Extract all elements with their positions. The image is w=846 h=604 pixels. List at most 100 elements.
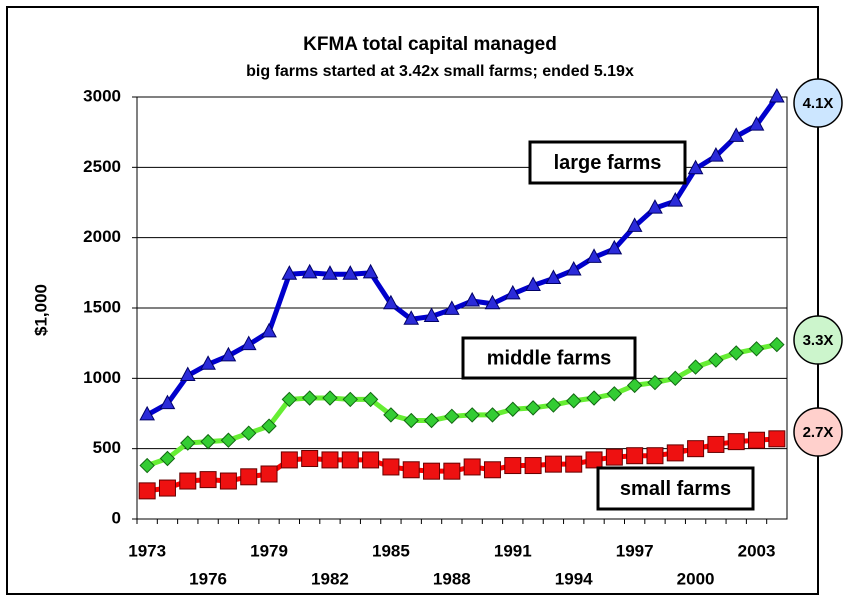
marker — [687, 440, 705, 458]
marker — [280, 451, 298, 469]
x-tick-label: 1979 — [250, 541, 288, 560]
marker — [667, 192, 684, 207]
marker — [362, 263, 379, 279]
marker — [626, 447, 644, 465]
marker — [505, 401, 521, 417]
y-tick-label: 1000 — [83, 368, 121, 387]
marker — [423, 307, 440, 322]
marker — [708, 352, 724, 368]
marker — [666, 444, 684, 462]
marker — [241, 425, 257, 441]
marker — [605, 448, 623, 466]
marker — [159, 394, 176, 410]
marker — [525, 276, 541, 291]
y-tick-label: 3000 — [83, 86, 121, 105]
marker — [200, 433, 216, 450]
marker — [626, 377, 643, 394]
x-tick-label: 1982 — [311, 569, 349, 588]
marker — [261, 322, 277, 338]
marker — [240, 335, 257, 351]
marker — [301, 390, 318, 406]
ratio-label: 3.3X — [803, 332, 834, 349]
ratio-badge — [793, 78, 843, 128]
marker — [179, 366, 196, 382]
ratio-badge — [793, 407, 843, 457]
marker — [240, 468, 258, 486]
y-tick-label: 2000 — [83, 227, 121, 246]
marker — [403, 310, 420, 325]
marker — [504, 284, 521, 300]
y-axis-label: $1,000 — [31, 284, 50, 336]
marker — [545, 269, 562, 284]
ratio-label: 4.1X — [803, 95, 834, 112]
marker — [362, 391, 379, 408]
marker — [261, 418, 277, 434]
marker — [646, 447, 664, 465]
marker — [545, 397, 562, 413]
marker — [281, 391, 298, 408]
y-tick-label: 500 — [93, 438, 121, 457]
series-label-box — [528, 140, 687, 185]
marker — [728, 345, 744, 361]
marker — [444, 408, 460, 425]
x-tick-label: 1991 — [494, 541, 532, 560]
marker — [565, 455, 583, 473]
marker — [260, 465, 278, 483]
marker — [464, 291, 480, 307]
marker — [524, 457, 542, 475]
marker — [362, 451, 380, 469]
marker — [159, 450, 176, 467]
marker — [322, 265, 338, 280]
marker — [626, 217, 643, 232]
marker — [219, 472, 237, 490]
marker — [383, 407, 399, 423]
marker — [301, 263, 318, 279]
x-tick-label: 1973 — [128, 541, 166, 560]
marker — [220, 346, 237, 362]
x-tick-label: 2000 — [677, 569, 715, 588]
marker — [463, 458, 481, 476]
marker — [444, 300, 460, 315]
marker — [748, 116, 765, 131]
marker — [341, 451, 359, 469]
marker — [281, 265, 298, 280]
marker — [667, 370, 683, 387]
marker — [647, 199, 663, 214]
marker — [768, 430, 786, 448]
marker — [301, 450, 319, 468]
marker — [200, 355, 216, 370]
marker — [464, 407, 480, 423]
x-tick-label: 1985 — [372, 541, 410, 560]
series-label: small farms — [620, 478, 731, 500]
marker — [322, 390, 338, 406]
chart-title: KFMA total capital managed — [303, 34, 557, 55]
marker — [748, 431, 766, 449]
x-tick-label: 2003 — [738, 541, 776, 560]
marker — [544, 455, 562, 473]
marker — [687, 159, 704, 175]
marker — [606, 386, 623, 402]
marker — [423, 462, 441, 480]
marker — [504, 457, 522, 475]
marker — [769, 87, 785, 103]
series-label-box — [461, 336, 637, 380]
marker — [647, 374, 663, 391]
series-label: middle farms — [487, 347, 611, 369]
series-label-box — [596, 466, 755, 511]
marker — [565, 260, 582, 276]
x-tick-label: 1997 — [616, 541, 654, 560]
marker — [423, 412, 440, 429]
marker — [687, 359, 704, 375]
marker — [525, 400, 541, 416]
marker — [382, 458, 400, 476]
marker — [484, 407, 501, 423]
marker — [769, 336, 785, 353]
x-tick-label: 1994 — [555, 569, 593, 588]
marker — [199, 471, 217, 489]
marker — [708, 147, 724, 162]
marker — [342, 265, 359, 280]
marker — [139, 457, 155, 474]
marker — [220, 432, 237, 448]
marker — [180, 435, 196, 451]
chart-subtitle: big farms started at 3.42x small farms; … — [246, 63, 634, 80]
